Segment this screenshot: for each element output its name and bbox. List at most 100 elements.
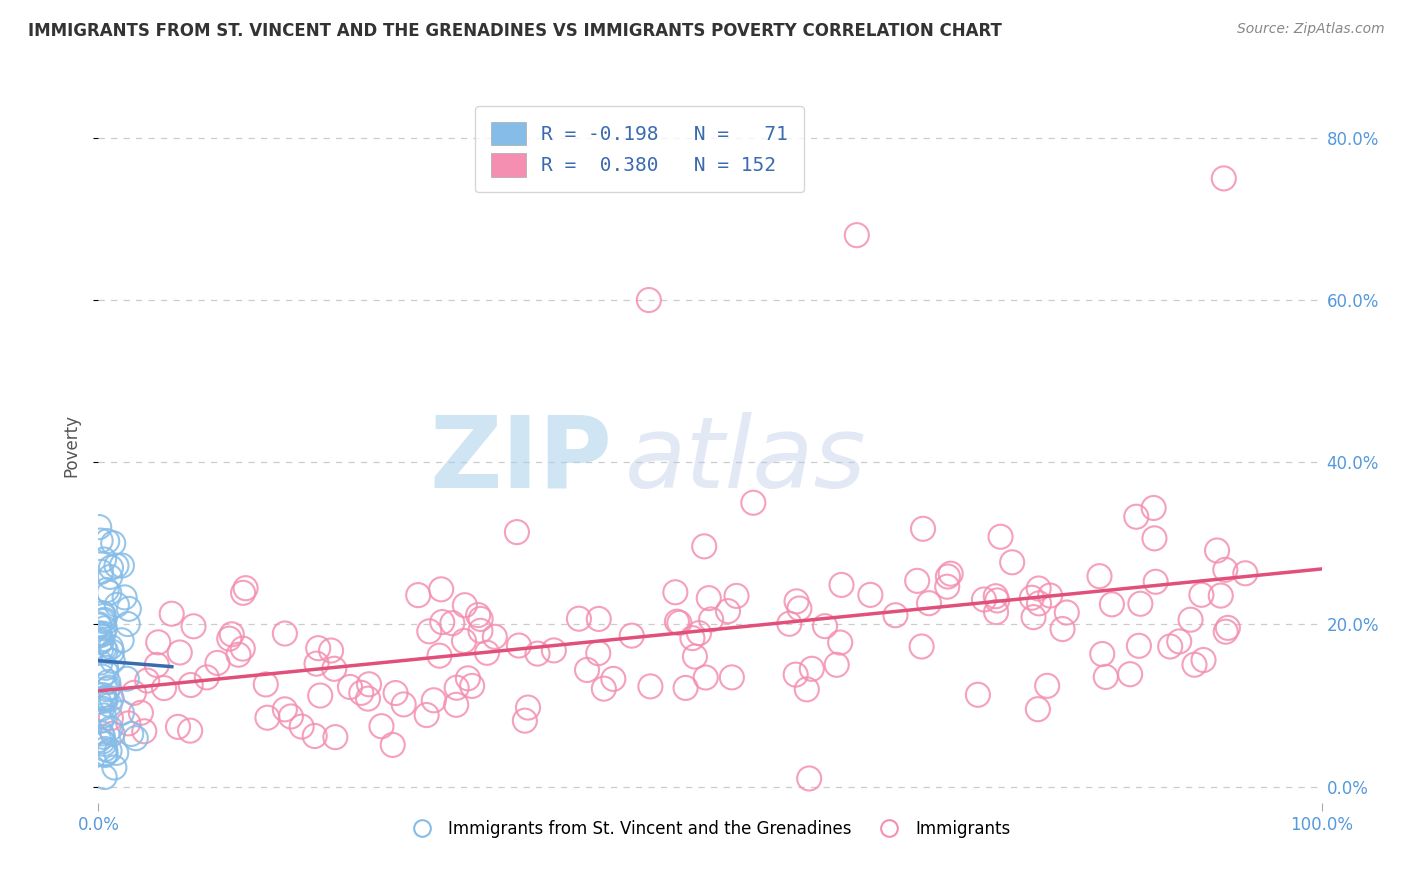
Point <box>990 530 1012 544</box>
Point <box>444 698 467 712</box>
Point <box>117 617 139 632</box>
Point <box>415 708 437 723</box>
Y-axis label: Poverty: Poverty <box>62 415 80 477</box>
Point <box>1212 171 1234 186</box>
Point <box>91 734 114 748</box>
Point <box>148 635 170 649</box>
Point <box>93 552 115 566</box>
Point <box>517 700 540 714</box>
Point <box>221 627 243 641</box>
Point <box>1184 657 1206 672</box>
Point <box>911 522 934 536</box>
Point <box>789 601 811 615</box>
Point <box>446 681 468 695</box>
Point <box>304 729 326 743</box>
Point <box>665 615 688 629</box>
Point <box>1088 569 1111 583</box>
Point <box>98 570 121 584</box>
Point <box>406 588 429 602</box>
Point <box>89 520 111 534</box>
Point <box>105 746 128 760</box>
Point <box>1125 509 1147 524</box>
Point <box>1209 589 1232 603</box>
Point <box>96 665 118 680</box>
Point <box>668 615 690 630</box>
Point <box>432 615 454 629</box>
Point <box>254 677 277 691</box>
Point <box>681 631 703 645</box>
Point <box>568 612 591 626</box>
Point <box>90 633 112 648</box>
Point <box>323 662 346 676</box>
Point <box>117 716 139 731</box>
Point <box>1168 634 1191 648</box>
Point <box>94 747 117 762</box>
Point <box>683 649 706 664</box>
Point <box>1119 667 1142 681</box>
Point <box>207 656 229 670</box>
Point <box>845 228 868 243</box>
Point <box>381 738 404 752</box>
Point <box>526 647 548 661</box>
Point <box>475 646 498 660</box>
Point <box>453 634 475 648</box>
Point <box>103 760 125 774</box>
Point <box>697 591 720 606</box>
Point <box>110 633 132 648</box>
Point <box>392 698 415 712</box>
Point <box>1056 606 1078 620</box>
Point <box>89 628 111 642</box>
Point <box>973 592 995 607</box>
Point <box>1143 532 1166 546</box>
Point <box>1234 566 1257 581</box>
Point <box>1026 702 1049 716</box>
Point <box>717 604 740 618</box>
Point <box>467 608 489 623</box>
Point <box>357 677 380 691</box>
Point <box>87 627 110 641</box>
Point <box>461 679 484 693</box>
Point <box>430 582 453 597</box>
Point <box>796 682 818 697</box>
Point <box>429 648 451 663</box>
Point <box>100 722 122 736</box>
Point <box>785 667 807 681</box>
Point <box>305 657 328 671</box>
Point <box>939 566 962 581</box>
Point <box>105 598 128 612</box>
Point <box>721 670 744 684</box>
Point <box>457 671 479 685</box>
Point <box>384 686 406 700</box>
Point <box>97 681 120 695</box>
Point <box>87 618 110 632</box>
Point <box>91 614 114 628</box>
Point <box>1189 588 1212 602</box>
Point <box>884 608 907 623</box>
Point <box>905 574 928 588</box>
Point <box>93 641 115 656</box>
Point <box>831 578 853 592</box>
Point <box>96 534 118 549</box>
Point <box>98 586 121 600</box>
Point <box>1028 582 1050 596</box>
Point <box>984 589 1007 603</box>
Text: IMMIGRANTS FROM ST. VINCENT AND THE GRENADINES VS IMMIGRANTS POVERTY CORRELATION: IMMIGRANTS FROM ST. VINCENT AND THE GREN… <box>28 22 1002 40</box>
Point <box>122 686 145 700</box>
Point <box>640 680 662 694</box>
Point <box>232 586 254 600</box>
Point <box>125 731 148 746</box>
Point <box>90 635 112 649</box>
Point <box>91 701 114 715</box>
Point <box>101 645 124 659</box>
Point <box>90 726 112 740</box>
Point <box>508 639 530 653</box>
Point <box>94 644 117 658</box>
Point <box>120 727 142 741</box>
Point <box>423 693 446 707</box>
Point <box>87 695 110 709</box>
Point <box>984 605 1007 619</box>
Point <box>825 657 848 672</box>
Point <box>100 640 122 654</box>
Point <box>94 747 117 761</box>
Point <box>89 733 111 747</box>
